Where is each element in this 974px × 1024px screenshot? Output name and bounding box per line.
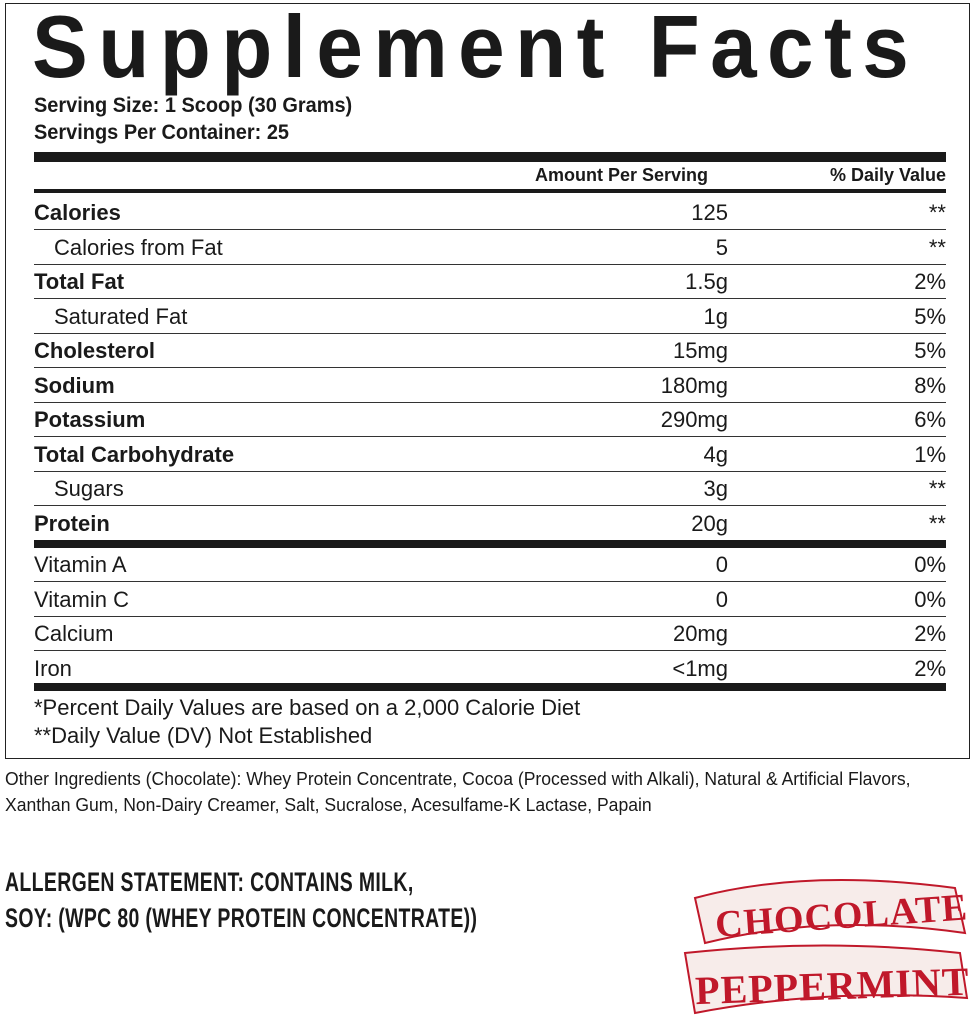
amount: 1g bbox=[703, 303, 728, 329]
allergen-statement: SOY: (WPC 80 (WHEY PROTEIN CONCENTRATE)) bbox=[5, 903, 478, 933]
allergen-statement: ALLERGEN STATEMENT: CONTAINS MILK, bbox=[5, 867, 414, 897]
amount: 5 bbox=[715, 234, 728, 260]
serving-size: Serving Size: 1 Scoop (30 Grams) bbox=[34, 94, 353, 117]
table-row: Calories from Fat 5 ** bbox=[34, 231, 946, 265]
daily-value: 1% bbox=[914, 441, 946, 467]
amount: 290mg bbox=[660, 407, 728, 432]
table-row: Total Fat 1.5g 2% bbox=[34, 265, 946, 299]
daily-value: ** bbox=[928, 476, 946, 501]
table-row: Potassium 290mg 6% bbox=[34, 403, 946, 437]
flavor-logo: CHOCOLATE PEPPERMINT bbox=[683, 879, 970, 1015]
amount: 0 bbox=[715, 586, 728, 612]
thick-divider bbox=[34, 683, 946, 691]
table-row: Vitamin C 0 0% bbox=[34, 583, 946, 617]
thick-divider bbox=[34, 152, 946, 162]
amount: 4g bbox=[703, 441, 728, 467]
nutrient-name: Total Carbohydrate bbox=[34, 441, 235, 467]
amount: 1.5g bbox=[685, 269, 728, 294]
nutrient-name: Sugars bbox=[54, 476, 124, 501]
table-row: Sugars 3g ** bbox=[34, 472, 946, 506]
table-row: Protein 20g ** bbox=[34, 507, 946, 541]
daily-value: 2% bbox=[914, 269, 946, 294]
daily-value: 0% bbox=[914, 586, 946, 612]
amount-header: Amount Per Serving bbox=[535, 165, 709, 185]
amount: 15mg bbox=[672, 338, 728, 363]
daily-value: ** bbox=[928, 510, 946, 536]
table-row: Cholesterol 15mg 5% bbox=[34, 334, 946, 368]
table-row: Saturated Fat 1g 5% bbox=[34, 300, 946, 334]
nutrient-name: Calories from Fat bbox=[54, 234, 223, 260]
nutrient-name: Iron bbox=[34, 655, 72, 681]
table-row: Calcium 20mg 2% bbox=[34, 617, 946, 651]
thick-divider bbox=[34, 540, 946, 548]
daily-value: 0% bbox=[914, 552, 946, 577]
nutrient-name: Total Fat bbox=[34, 269, 125, 294]
daily-value: 5% bbox=[914, 338, 946, 363]
nutrient-name: Cholesterol bbox=[34, 338, 156, 363]
nutrient-name: Vitamin A bbox=[34, 552, 127, 577]
servings-per-container: Servings Per Container: 25 bbox=[34, 121, 290, 144]
table-row: Iron <1mg 2% bbox=[34, 652, 946, 686]
other-ingredients: Other Ingredients (Chocolate): Whey Prot… bbox=[5, 768, 911, 815]
nutrient-name: Sodium bbox=[34, 372, 115, 398]
nutrient-name: Protein bbox=[34, 510, 110, 536]
amount: 0 bbox=[715, 552, 728, 577]
amount: 20mg bbox=[672, 621, 728, 646]
daily-value: 5% bbox=[914, 303, 946, 329]
daily-value: ** bbox=[928, 200, 946, 225]
daily-value: 2% bbox=[914, 621, 946, 646]
supplement-facts-panel bbox=[5, 3, 970, 759]
panel-title: Supplement Facts bbox=[32, 0, 920, 96]
daily-value: 8% bbox=[914, 372, 946, 398]
nutrient-name: Calories bbox=[34, 200, 121, 225]
amount: 20g bbox=[691, 510, 728, 536]
table-row: Calories 125 ** bbox=[34, 196, 946, 230]
amount: 3g bbox=[703, 476, 728, 501]
divider bbox=[34, 189, 946, 193]
table-row: Vitamin A 0 0% bbox=[34, 548, 946, 582]
table-row: Total Carbohydrate 4g 1% bbox=[34, 438, 946, 472]
table-row: Sodium 180mg 8% bbox=[34, 369, 946, 403]
nutrient-name: Saturated Fat bbox=[54, 303, 188, 329]
daily-value: 2% bbox=[914, 655, 946, 681]
dv-header: % Daily Value bbox=[829, 165, 946, 185]
amount: 180mg bbox=[660, 372, 728, 398]
nutrient-name: Potassium bbox=[34, 407, 146, 432]
daily-value: ** bbox=[928, 234, 946, 260]
amount: <1mg bbox=[672, 655, 728, 681]
nutrient-name: Vitamin C bbox=[34, 586, 129, 612]
footnote: **Daily Value (DV) Not Established bbox=[34, 723, 373, 748]
footnote: *Percent Daily Values are based on a 2,0… bbox=[34, 695, 581, 720]
amount: 125 bbox=[691, 200, 728, 225]
logo-line2: PEPPERMINT bbox=[694, 959, 970, 1014]
nutrient-name: Calcium bbox=[34, 621, 114, 646]
daily-value: 6% bbox=[914, 407, 946, 432]
